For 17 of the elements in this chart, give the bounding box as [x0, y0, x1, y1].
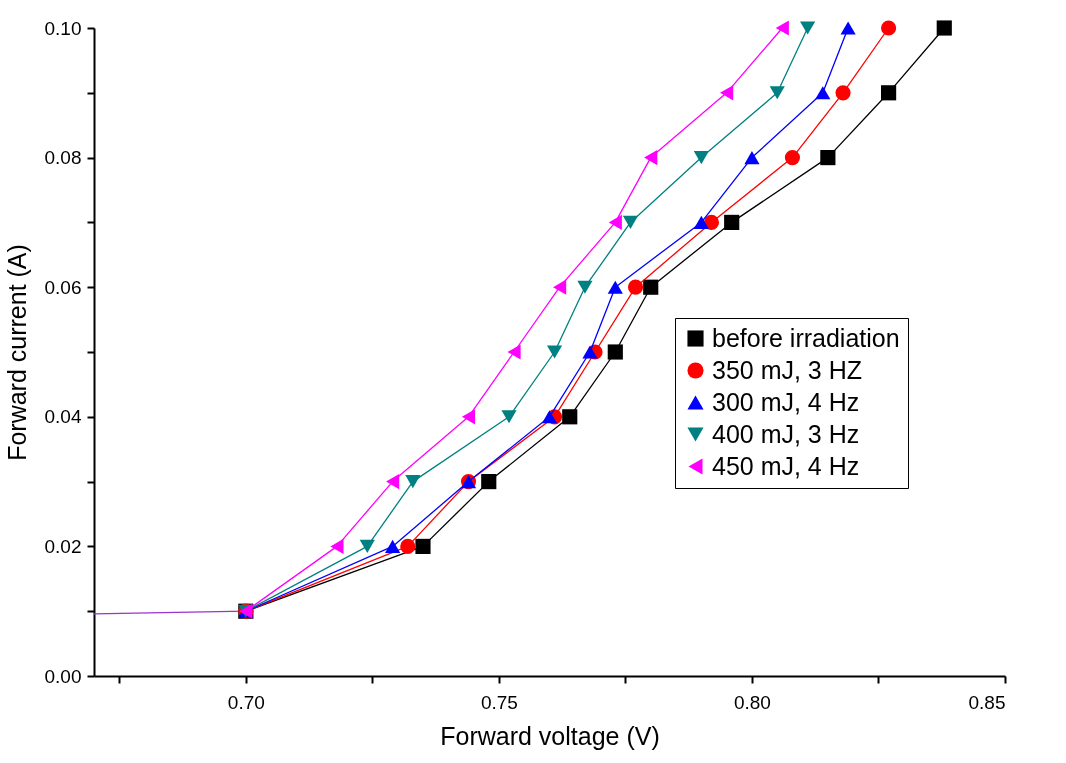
y-axis-title: Forward current (A)	[2, 244, 31, 461]
x-axis-title: Forward voltage (V)	[440, 721, 660, 750]
y-tick-label: 0.04	[44, 406, 82, 428]
legend-label: 350 mJ, 3 HZ	[712, 355, 863, 384]
x-tick-label: 0.80	[733, 691, 771, 713]
y-tick-label: 0.02	[44, 535, 82, 557]
y-tick-label: 0.00	[44, 665, 82, 687]
x-tick-label: 0.70	[227, 691, 265, 713]
y-tick-label: 0.06	[44, 276, 82, 298]
x-tick-label: 0.85	[968, 691, 1006, 713]
y-tick-label: 0.10	[44, 17, 82, 39]
legend-label: 450 mJ, 4 Hz	[712, 451, 860, 480]
y-tick-label: 0.08	[44, 147, 82, 169]
legend-label: before irradiation	[712, 323, 900, 352]
legend-label: 400 mJ, 3 Hz	[712, 419, 860, 448]
x-tick-label: 0.75	[480, 691, 518, 713]
legend-label: 300 mJ, 4 Hz	[712, 387, 860, 416]
